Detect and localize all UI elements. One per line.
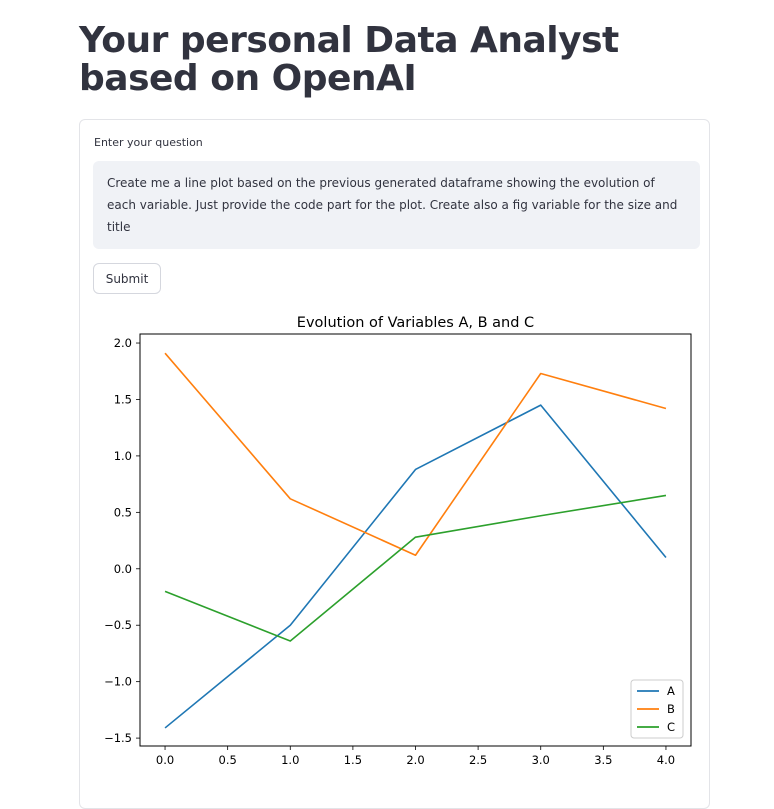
question-label: Enter your question — [94, 136, 203, 149]
x-tick-label: 4.0 — [657, 753, 675, 767]
x-tick-label: 2.5 — [469, 753, 487, 767]
chart-legend: ABC — [630, 679, 684, 739]
y-tick-label: −1.0 — [104, 675, 132, 689]
series-layer — [164, 352, 667, 729]
y-tick-label: 0.5 — [114, 505, 132, 519]
y-tick-label: −0.5 — [104, 618, 132, 632]
x-tick-label: 0.0 — [156, 753, 174, 767]
question-form: Enter your question Create me a line plo… — [79, 119, 710, 809]
x-tick-label: 3.0 — [532, 753, 550, 767]
legend-label-a: A — [667, 684, 675, 698]
y-axis: −1.5 −1.0 −0.5 0.0 0.5 1.0 1.5 2.0 — [104, 336, 140, 745]
y-tick-label: 2.0 — [114, 336, 132, 350]
x-axis: 0.0 0.5 1.0 1.5 2.0 2.5 3.0 3.5 4.0 — [156, 746, 675, 767]
y-tick-label: 1.0 — [114, 449, 132, 463]
y-tick-label: 0.0 — [114, 562, 132, 576]
legend-label-b: B — [667, 702, 675, 716]
question-textarea[interactable]: Create me a line plot based on the previ… — [93, 161, 700, 249]
plot-frame — [139, 333, 692, 747]
x-tick-label: 1.5 — [344, 753, 362, 767]
page-title: Your personal Data Analyst based on Open… — [79, 20, 619, 99]
series-line-b — [164, 352, 667, 557]
x-tick-label: 0.5 — [219, 753, 237, 767]
line-chart: Evolution of Variables A, B and C 0.0 0.5… — [104, 315, 692, 767]
legend-label-c: C — [667, 720, 675, 734]
chart-title: Evolution of Variables A, B and C — [297, 315, 534, 331]
x-tick-label: 2.0 — [406, 753, 424, 767]
x-tick-label: 3.5 — [594, 753, 612, 767]
y-tick-label: −1.5 — [104, 731, 132, 745]
y-tick-label: 1.5 — [114, 392, 132, 406]
series-line-a — [164, 404, 667, 729]
series-line-c — [164, 494, 667, 642]
submit-button[interactable]: Submit — [93, 263, 161, 294]
x-tick-label: 1.0 — [281, 753, 299, 767]
